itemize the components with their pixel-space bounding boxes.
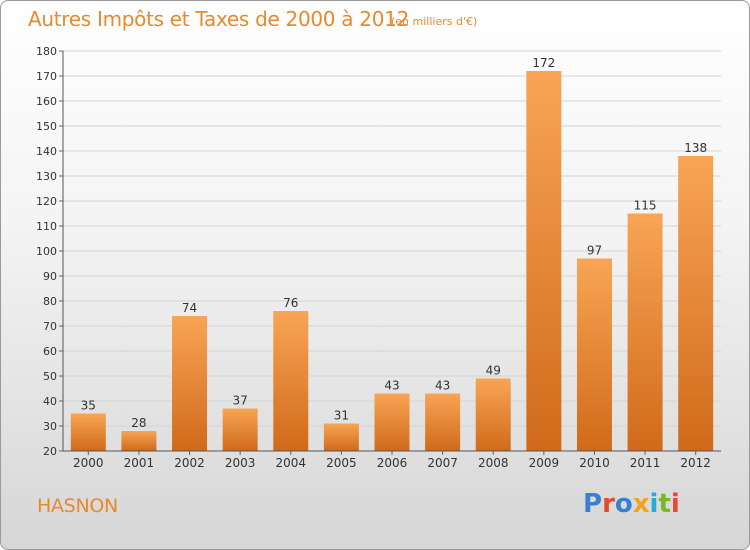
y-tick-label: 60: [43, 345, 57, 358]
logo-letter: o: [614, 489, 633, 519]
y-tick-label: 160: [36, 95, 57, 108]
x-tick-label: 2012: [680, 456, 711, 470]
bar-2010: [576, 258, 612, 451]
y-tick-label: 40: [43, 395, 57, 408]
y-tick-label: 120: [36, 195, 57, 208]
data-label-2007: 43: [435, 379, 450, 393]
data-label-2008: 49: [486, 364, 501, 378]
commune-name: HASNON: [37, 495, 118, 517]
chart-subtitle: (en milliers d'€): [391, 15, 478, 28]
bar-2000: [70, 413, 106, 451]
bars: 35 28 74 37 76 31 43 43 49 172 97 115 138: [70, 56, 714, 451]
logo-letter: t: [658, 489, 671, 519]
y-tick-label: 110: [36, 220, 57, 233]
bar-2012: [678, 156, 714, 451]
bar-2001: [121, 431, 157, 451]
bar-2007: [425, 393, 461, 451]
data-label-2002: 74: [182, 301, 197, 315]
x-axis: 2000 2001 2002 2003 2004 2005 2006 2007 2008 2009…: [63, 450, 721, 470]
data-label-2006: 43: [384, 379, 399, 393]
y-tick-label: 100: [36, 245, 57, 258]
bar-2004: [273, 311, 309, 451]
data-label-2003: 37: [233, 394, 248, 408]
y-tick-label: 80: [43, 295, 57, 308]
bar-2002: [172, 316, 208, 451]
x-tick-label: 2008: [478, 456, 509, 470]
x-tick-label: 2002: [174, 456, 205, 470]
bar-2006: [374, 393, 410, 451]
data-label-2001: 28: [131, 416, 146, 430]
x-tick-label: 2007: [427, 456, 458, 470]
bar-2011: [627, 213, 663, 451]
logo-letter: i: [649, 489, 659, 519]
x-tick-label: 2001: [124, 456, 155, 470]
x-tick-label: 2006: [377, 456, 408, 470]
data-label-2000: 35: [81, 399, 96, 413]
y-axis: 20 30 40 50 60 70 80 90 100 110 120 130 140 150 160 170…: [36, 45, 64, 458]
x-tick-label: 2009: [529, 456, 560, 470]
y-tick-label: 70: [43, 320, 57, 333]
data-label-2005: 31: [334, 409, 349, 423]
y-tick-label: 90: [43, 270, 57, 283]
y-tick-label: 30: [43, 420, 57, 433]
y-tick-label: 150: [36, 120, 57, 133]
y-tick-label: 170: [36, 70, 57, 83]
y-tick-label: 140: [36, 145, 57, 158]
bar-2005: [323, 423, 359, 451]
data-label-2011: 115: [634, 199, 657, 213]
proxiti-logo: Proxiti: [583, 489, 680, 519]
x-tick-label: 2004: [275, 456, 306, 470]
data-label-2010: 97: [587, 244, 602, 258]
logo-letter: x: [632, 489, 650, 519]
logo-letter: r: [602, 489, 615, 519]
y-tick-label: 50: [43, 370, 57, 383]
data-label-2004: 76: [283, 296, 298, 310]
chart-title: Autres Impôts et Taxes de 2000 à 2012: [28, 7, 409, 31]
x-tick-label: 2010: [579, 456, 610, 470]
logo-letter: P: [583, 489, 603, 519]
y-tick-label: 180: [36, 45, 57, 58]
x-tick-label: 2005: [326, 456, 357, 470]
y-tick-label: 130: [36, 170, 57, 183]
bar-2009: [526, 71, 562, 451]
x-tick-label: 2011: [630, 456, 661, 470]
bar-2003: [222, 408, 258, 451]
data-label-2012: 138: [684, 141, 707, 155]
data-label-2009: 172: [532, 56, 555, 70]
y-tick-label: 20: [43, 445, 57, 458]
logo-letter: i: [670, 489, 680, 519]
bar-2008: [475, 378, 511, 451]
x-tick-label: 2003: [225, 456, 256, 470]
x-tick-label: 2000: [73, 456, 104, 470]
